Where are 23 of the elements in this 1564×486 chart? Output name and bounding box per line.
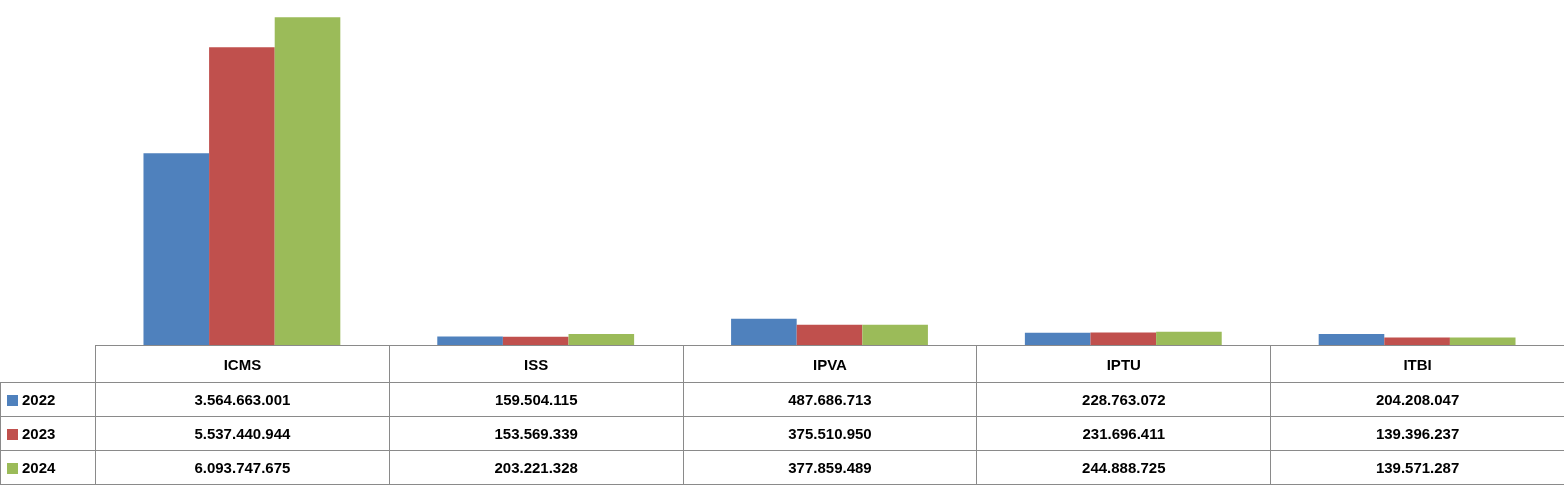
data-label: 3.564.663.001 <box>95 382 390 417</box>
legend-label: 2024 <box>22 459 56 476</box>
data-label: 139.571.287 <box>1270 450 1564 485</box>
data-label: 231.696.411 <box>976 416 1271 451</box>
legend-label: 2023 <box>22 425 56 442</box>
data-label: 487.686.713 <box>683 382 977 417</box>
data-label: 377.859.489 <box>683 450 977 485</box>
data-label: 203.221.328 <box>389 450 684 485</box>
data-label: 244.888.725 <box>976 450 1271 485</box>
legend-label: 2022 <box>22 391 56 408</box>
x-tick-label: IPVA <box>683 345 977 383</box>
data-label: 204.208.047 <box>1270 382 1564 417</box>
data-label: 375.510.950 <box>683 416 977 451</box>
data-label: 153.569.339 <box>389 416 684 451</box>
data-label: 228.763.072 <box>976 382 1271 417</box>
data-label: 159.504.115 <box>389 382 684 417</box>
x-tick-label: ITBI <box>1270 345 1564 383</box>
x-tick-label: ISS <box>389 345 684 383</box>
data-label: 6.093.747.675 <box>95 450 390 485</box>
data-label: 139.396.237 <box>1270 416 1564 451</box>
data-label: 5.537.440.944 <box>95 416 390 451</box>
x-tick-label: IPTU <box>976 345 1271 383</box>
x-tick-label: ICMS <box>95 345 390 383</box>
